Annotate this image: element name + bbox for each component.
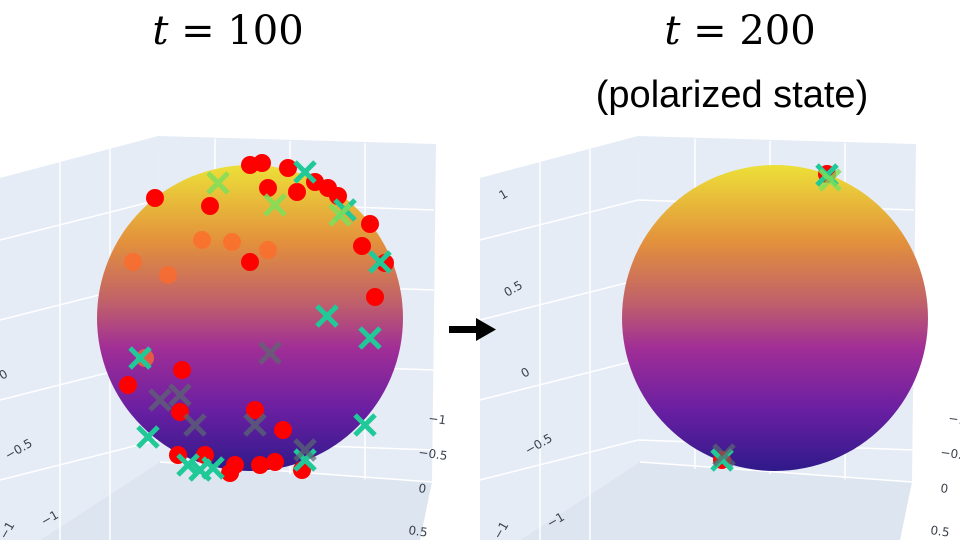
left-wall [480, 136, 640, 540]
panel-right-title: t = 200 [640, 8, 840, 54]
agent-circle-marker [259, 179, 277, 197]
grid-line [479, 359, 639, 401]
agent-cross-marker [258, 341, 282, 365]
side-tick-label: −0.5 [418, 445, 449, 463]
agent-circle-marker [361, 215, 379, 233]
agent-circle-marker [146, 189, 164, 207]
side-tick-label: 0.5 [408, 523, 429, 540]
agent-circle-marker [136, 349, 154, 367]
left-3d-scene[interactable]: 0−0.5−1−1−0.500.5−1 [0, 136, 448, 540]
agent-circle-marker [246, 401, 264, 419]
agent-circle-marker [201, 197, 219, 215]
agent-circle-marker [259, 241, 277, 259]
agent-cross-marker [712, 443, 736, 467]
agent-circle-marker [288, 183, 306, 201]
grid-line [0, 439, 159, 481]
agent-cross-marker [328, 203, 352, 227]
agent-circle-marker [193, 231, 211, 249]
agent-cross-marker [188, 458, 212, 482]
z-tick-label: 0 [0, 367, 10, 383]
agent-circle-marker [266, 453, 284, 471]
grid-line [639, 461, 913, 483]
side-tick-label: −1 [428, 411, 447, 427]
panel-left-title: t = 100 [128, 8, 328, 54]
title-variable: t [664, 8, 681, 54]
left-wall [0, 136, 160, 540]
side-tick-label: −1 [948, 411, 960, 427]
side-tick-label: 0 [940, 481, 950, 496]
agent-cross-marker [243, 413, 267, 437]
right-arrow-icon [449, 318, 496, 341]
agent-cross-marker [136, 425, 160, 449]
grid-line [479, 199, 639, 241]
agent-circle-marker [223, 233, 241, 251]
right-3d-scene[interactable]: 10.50−0.5−1−1−0.500.5−1 [479, 136, 960, 540]
agent-circle-marker [124, 253, 142, 271]
agent-cross-marker [148, 388, 172, 412]
side-tick-label: 0 [418, 481, 428, 496]
agent-circle-marker [366, 288, 384, 306]
floor [40, 462, 432, 540]
agent-cross-marker [293, 438, 317, 462]
agent-circle-marker [173, 361, 191, 379]
title-value: = 200 [680, 8, 816, 54]
bottom-tick-label: −1 [490, 519, 511, 540]
agent-circle-marker [241, 253, 259, 271]
agent-cross-marker [358, 326, 382, 350]
agent-cross-marker [176, 453, 200, 477]
sphere-surface [622, 165, 928, 471]
agent-circle-marker [253, 154, 271, 172]
side-tick-label: 0.5 [930, 523, 951, 540]
agent-circle-marker [251, 456, 269, 474]
agent-cross-marker [128, 346, 152, 370]
sphere-surface [97, 165, 403, 471]
agent-cross-marker [368, 250, 392, 274]
grid-line [0, 199, 159, 241]
agent-circle-marker [329, 187, 347, 205]
agent-cross-marker [293, 160, 317, 184]
agent-circle-marker [159, 266, 177, 284]
agent-circle-marker [279, 159, 297, 177]
agent-cross-marker [818, 168, 842, 192]
agent-cross-marker [183, 413, 207, 437]
panel-right-subtitle: (polarized state) [595, 74, 869, 116]
agent-cross-marker [168, 383, 192, 407]
title-variable: t [152, 8, 169, 54]
side-tick-label: −0.5 [940, 445, 960, 463]
agent-cross-marker [353, 413, 377, 437]
grid-line [479, 439, 639, 481]
agent-circle-marker [353, 237, 371, 255]
floor [520, 462, 912, 540]
agent-cross-marker [263, 193, 287, 217]
agent-cross-marker [315, 304, 339, 328]
agent-cross-marker [206, 171, 230, 195]
grid-line [479, 279, 639, 321]
agent-circle-marker [274, 421, 292, 439]
agent-circle-marker [119, 376, 137, 394]
title-value: = 100 [168, 8, 304, 54]
agent-circle-marker [221, 464, 239, 482]
